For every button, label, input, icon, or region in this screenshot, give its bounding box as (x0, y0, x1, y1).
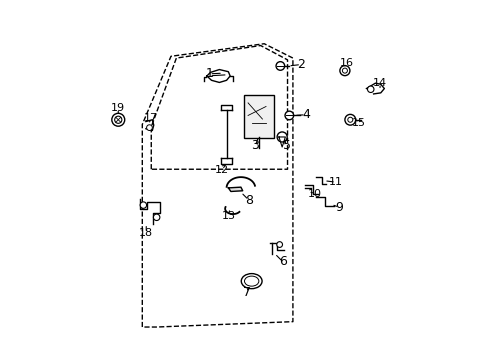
Circle shape (112, 113, 124, 126)
Text: 15: 15 (351, 118, 366, 128)
Text: 13: 13 (221, 211, 235, 221)
Text: 7: 7 (242, 286, 250, 299)
Ellipse shape (244, 276, 258, 286)
Ellipse shape (241, 274, 262, 289)
Circle shape (140, 202, 146, 208)
Text: 1: 1 (205, 67, 213, 80)
Text: 4: 4 (301, 108, 309, 121)
Text: 2: 2 (297, 58, 305, 71)
Circle shape (347, 117, 352, 122)
Text: 16: 16 (339, 58, 353, 68)
Circle shape (342, 68, 346, 73)
Circle shape (153, 214, 160, 221)
Text: 18: 18 (139, 228, 153, 238)
Text: 9: 9 (335, 201, 343, 214)
Text: 5: 5 (282, 139, 290, 152)
Circle shape (276, 62, 284, 70)
Text: 12: 12 (215, 165, 229, 175)
FancyBboxPatch shape (244, 95, 273, 138)
Circle shape (276, 242, 282, 247)
Circle shape (339, 66, 349, 76)
Circle shape (146, 125, 152, 131)
Circle shape (344, 114, 355, 125)
Circle shape (285, 111, 293, 120)
Text: 19: 19 (111, 103, 125, 113)
Circle shape (277, 132, 286, 142)
Text: 8: 8 (244, 194, 252, 207)
Circle shape (115, 116, 122, 123)
Text: 14: 14 (372, 78, 386, 88)
Text: 11: 11 (328, 177, 342, 187)
Polygon shape (228, 187, 242, 192)
Circle shape (367, 86, 373, 93)
Text: 17: 17 (144, 113, 158, 123)
Text: 6: 6 (278, 255, 286, 268)
Text: 3: 3 (251, 139, 259, 152)
Text: 10: 10 (307, 189, 322, 199)
